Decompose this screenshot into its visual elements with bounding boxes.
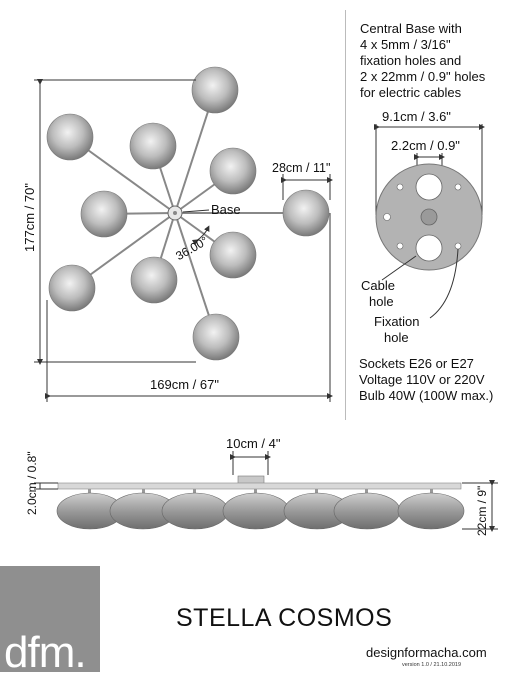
base-note-line1: Central Base with bbox=[360, 21, 462, 36]
base-note-line5: for electric cables bbox=[360, 85, 462, 100]
fixation-hole bbox=[396, 242, 404, 250]
fixation-hole bbox=[454, 183, 462, 191]
globe bbox=[192, 313, 240, 361]
thickness-label: 2.0cm / 0.8" bbox=[25, 451, 39, 515]
side-globe bbox=[161, 492, 229, 530]
angle-arc bbox=[191, 225, 210, 246]
version-text: version 1.0 / 21.10.2019 bbox=[402, 662, 462, 668]
stem bbox=[254, 489, 257, 495]
base-label: Base bbox=[211, 202, 241, 217]
spec-sockets: Sockets E26 or E27 bbox=[359, 356, 474, 371]
base-note-line2: 4 x 5mm / 3/16" bbox=[360, 37, 451, 52]
center-hole bbox=[420, 208, 438, 226]
stem bbox=[88, 489, 91, 495]
globe bbox=[46, 113, 94, 161]
spec-voltage: Voltage 110V or 220V bbox=[359, 372, 485, 387]
base-note-line4: 2 x 22mm / 0.9" holes bbox=[360, 69, 486, 84]
stem bbox=[430, 489, 433, 495]
height-label: 177cm / 70" bbox=[22, 183, 37, 252]
fixation-hole bbox=[454, 242, 462, 250]
hole-diameter-label: 2.2cm / 0.9" bbox=[391, 138, 460, 153]
cable-hole-top bbox=[415, 173, 443, 201]
stem bbox=[142, 489, 145, 495]
logo-block: dfm. bbox=[0, 566, 100, 677]
fixation-hole bbox=[396, 183, 404, 191]
stem bbox=[315, 489, 318, 495]
website-text: designformacha.com bbox=[366, 645, 487, 660]
product-title: STELLA COSMOS bbox=[176, 604, 393, 632]
fixation-hole-label-line1: Fixation bbox=[374, 314, 420, 329]
side-globe bbox=[222, 492, 290, 530]
globe bbox=[80, 190, 128, 238]
globe bbox=[48, 264, 96, 312]
globe bbox=[209, 147, 257, 195]
fixation-hole-leader bbox=[429, 248, 459, 319]
side-view: 10cm / 4" 2.0cm / 0.8" 22cm / 9" bbox=[25, 436, 498, 536]
rail bbox=[57, 482, 462, 490]
side-globe bbox=[397, 492, 465, 530]
cable-hole-leader bbox=[381, 255, 417, 281]
plate-diameter-label: 9.1cm / 3.6" bbox=[382, 109, 451, 124]
side-height-label: 22cm / 9" bbox=[475, 486, 489, 536]
fixation-hole bbox=[383, 213, 391, 221]
top-view: Base 36.00° 177cm / 70" 169cm / 67" 28cm… bbox=[22, 66, 333, 402]
globe bbox=[209, 231, 257, 279]
globe bbox=[130, 256, 178, 304]
base-hub-center bbox=[173, 211, 177, 215]
cable-hole-label-line1: Cable bbox=[361, 278, 395, 293]
cable-hole-bottom bbox=[415, 234, 443, 262]
base-leader bbox=[182, 209, 210, 213]
cable-hole-label-line2: hole bbox=[369, 294, 394, 309]
base-plate-detail: Central Base with 4 x 5mm / 3/16" fixati… bbox=[359, 21, 493, 403]
base-note-line3: fixation holes and bbox=[360, 53, 461, 68]
globe-label: 28cm / 11" bbox=[272, 161, 330, 175]
canopy-label: 10cm / 4" bbox=[226, 436, 281, 451]
width-label: 169cm / 67" bbox=[150, 377, 219, 392]
spec-bulb: Bulb 40W (100W max.) bbox=[359, 388, 493, 403]
side-globe bbox=[333, 492, 401, 530]
stem bbox=[193, 489, 196, 495]
globe bbox=[129, 122, 177, 170]
angle-label: 36.00° bbox=[173, 234, 210, 264]
globe bbox=[191, 66, 239, 114]
globe bbox=[282, 189, 330, 237]
fixation-hole-label-line2: hole bbox=[384, 330, 409, 345]
stem bbox=[365, 489, 368, 495]
logo: dfm. bbox=[4, 628, 87, 677]
